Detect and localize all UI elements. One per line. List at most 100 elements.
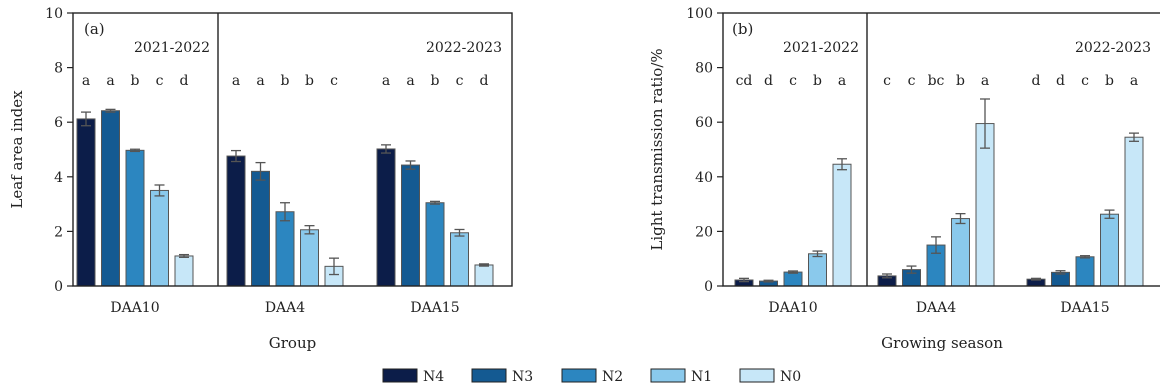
significance-letter: a xyxy=(106,73,114,89)
x-tick-label: DAA15 xyxy=(1060,300,1109,316)
legend: N4 N3 N2 N1 N0 xyxy=(382,368,801,385)
bar-N3-DAA4 xyxy=(251,170,270,287)
legend-label: N2 xyxy=(602,369,623,385)
significance-letter: bc xyxy=(928,73,945,89)
significance-letter: d xyxy=(764,73,773,89)
significance-letter: a xyxy=(256,73,264,89)
significance-letter: b xyxy=(431,73,440,89)
bar-N0-DAA10 xyxy=(832,163,852,287)
significance-letter: a xyxy=(1130,73,1138,89)
significance-letter: c xyxy=(789,73,797,89)
bar-N1-DAA4 xyxy=(300,229,319,287)
legend-label: N1 xyxy=(691,369,712,385)
significance-letter: a xyxy=(382,73,390,89)
significance-letter: c xyxy=(156,73,164,89)
legend-label: N3 xyxy=(512,369,533,385)
bar-N2-DAA4 xyxy=(275,211,295,287)
y-axis-title: Leaf area index xyxy=(8,90,26,209)
legend-swatch xyxy=(650,368,686,383)
bar-N4-DAA15 xyxy=(376,148,396,287)
y-tick-label: 20 xyxy=(695,224,713,240)
y-tick-label: 40 xyxy=(695,170,713,186)
y-axis-title: Light transmission ratio/% xyxy=(648,48,666,250)
significance-letter: a xyxy=(232,73,240,89)
bar-N0-DAA10 xyxy=(174,255,194,287)
bar-N1-DAA15 xyxy=(1100,213,1119,287)
significance-letter: b xyxy=(956,73,965,89)
significance-letter: d xyxy=(1032,73,1041,89)
legend-item-N4: N4 xyxy=(382,368,444,385)
legend-swatch xyxy=(382,368,418,383)
significance-letter: d xyxy=(480,73,489,89)
x-tick-label: DAA4 xyxy=(916,300,956,316)
y-tick-label: 6 xyxy=(54,115,63,131)
legend-item-N1: N1 xyxy=(650,368,712,385)
legend-item-N0: N0 xyxy=(739,368,801,385)
significance-letter: a xyxy=(838,73,846,89)
y-tick-label: 4 xyxy=(54,170,63,186)
bar-N2-DAA10 xyxy=(125,149,145,287)
season-label: 2021-2022 xyxy=(134,40,210,56)
y-tick-label: 80 xyxy=(695,61,713,77)
legend-item-N2: N2 xyxy=(561,368,623,385)
y-tick-label: 8 xyxy=(54,61,63,77)
significance-letter: a xyxy=(981,73,989,89)
panel-label: (a) xyxy=(84,20,105,38)
bar-N1-DAA10 xyxy=(808,253,827,287)
significance-letter: b xyxy=(1105,73,1114,89)
x-tick-label: DAA10 xyxy=(768,300,817,316)
bar-N0-DAA15 xyxy=(474,264,494,287)
plot-frame xyxy=(72,12,513,287)
bar-N1-DAA4 xyxy=(951,218,970,287)
x-tick-label: DAA4 xyxy=(265,300,305,316)
significance-letter: c xyxy=(883,73,891,89)
significance-letter: c xyxy=(330,73,338,89)
bar-N1-DAA15 xyxy=(450,232,469,287)
legend-swatch xyxy=(739,368,775,383)
bar-N3-DAA10 xyxy=(101,110,120,287)
x-tick-label: DAA15 xyxy=(410,300,459,316)
y-tick-label: 0 xyxy=(704,279,713,295)
bar-N4-DAA10 xyxy=(76,118,96,287)
significance-letter: c xyxy=(456,73,464,89)
legend-swatch xyxy=(561,368,597,383)
bar-N2-DAA15 xyxy=(1075,256,1095,287)
bar-N1-DAA10 xyxy=(150,189,169,287)
season-label: 2021-2022 xyxy=(783,40,859,56)
significance-letter: b xyxy=(281,73,290,89)
x-axis-title: Growing season xyxy=(881,334,1003,352)
significance-letter: b xyxy=(813,73,822,89)
y-tick-label: 10 xyxy=(45,6,63,22)
y-tick-label: 0 xyxy=(54,279,63,295)
bar-N0-DAA15 xyxy=(1124,136,1144,287)
significance-letter: cd xyxy=(736,73,753,89)
plot-frame xyxy=(722,12,1160,287)
season-label: 2022-2023 xyxy=(1075,40,1151,56)
significance-letter: b xyxy=(305,73,314,89)
legend-swatch xyxy=(471,368,507,383)
panel-label: (b) xyxy=(732,20,753,38)
bar-N2-DAA15 xyxy=(425,202,445,287)
significance-letter: b xyxy=(131,73,140,89)
legend-item-N3: N3 xyxy=(471,368,533,385)
significance-letter: c xyxy=(908,73,916,89)
significance-letter: d xyxy=(180,73,189,89)
significance-letter: a xyxy=(406,73,414,89)
season-label: 2022-2023 xyxy=(426,40,502,56)
x-axis-title: Group xyxy=(269,334,316,352)
legend-label: N0 xyxy=(780,369,801,385)
significance-letter: d xyxy=(1056,73,1065,89)
y-tick-label: 100 xyxy=(686,6,713,22)
y-tick-label: 60 xyxy=(695,115,713,131)
bar-N3-DAA15 xyxy=(401,164,420,287)
bar-N2-DAA10 xyxy=(783,271,803,287)
legend-label: N4 xyxy=(423,369,444,385)
bar-N4-DAA4 xyxy=(226,155,246,287)
y-tick-label: 2 xyxy=(54,224,63,240)
significance-letter: a xyxy=(82,73,90,89)
significance-letter: c xyxy=(1081,73,1089,89)
x-tick-label: DAA10 xyxy=(110,300,159,316)
